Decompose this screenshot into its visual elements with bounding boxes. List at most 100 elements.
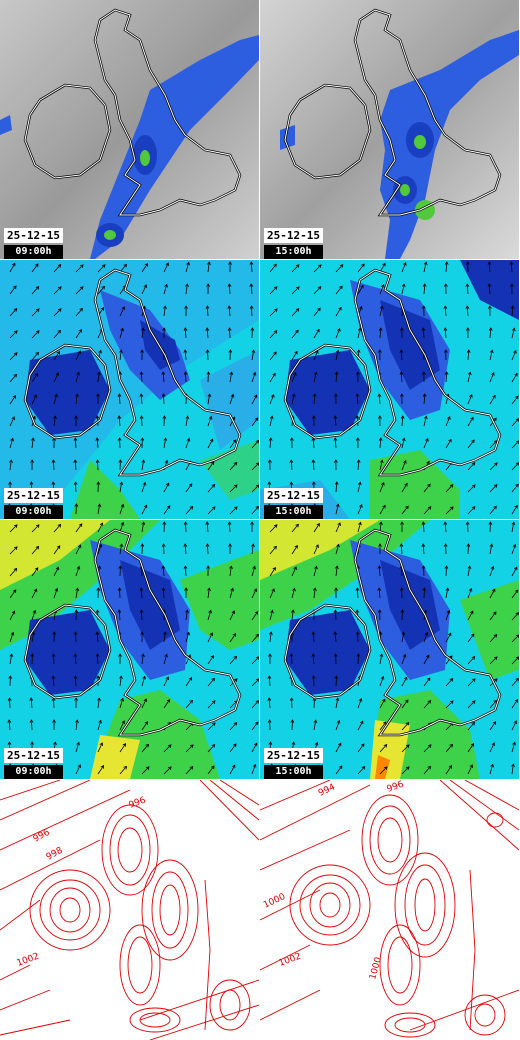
wind-arrow-head [289,481,294,485]
wind-arrow-head [359,503,363,508]
wind-arrow [75,764,81,775]
wind-arrow [250,283,253,295]
wind-arrow [511,544,516,555]
wind-panel-1500: 25-12-15 15:00h [260,260,519,519]
wind-arrow-head [232,633,237,637]
wind-arrow-head [270,609,274,614]
wind-arrow-head [119,543,124,548]
wind-arrow-head [311,481,316,485]
wind-arrow [423,438,429,449]
wind-arrow-head [493,505,497,510]
wind-arrow [163,699,170,709]
wind-arrow-head [515,589,519,593]
wind-arrow-head [491,742,495,747]
wind-arrow-head [255,656,259,660]
wind-arrow-head [511,521,516,526]
wind-arrow [312,459,315,471]
wind-arrow [379,522,382,533]
wind-arrow-head [162,327,166,331]
wind-arrow [75,675,77,687]
wind-arrow [9,568,17,577]
wind-arrow-head [422,283,427,287]
wind-arrow-head [487,261,492,265]
wind-arrow-head [448,632,452,637]
wind-arrow [335,371,338,383]
wind-arrow-head [73,481,78,485]
wind-arrow [423,700,431,709]
wind-arrow [445,678,453,687]
wind-arrow-head [355,371,360,375]
wind-arrow-head [12,395,16,399]
wind-arrow-head [450,700,454,704]
wind-arrow-head [383,721,387,725]
wind-arrow [185,262,190,273]
wind-arrow [207,349,209,361]
wind-arrow-head [471,721,476,726]
wind-arrow-head [450,506,454,510]
wind-arrow-head [403,261,407,266]
wind-arrow [379,482,385,493]
wind-arrow-head [334,587,338,591]
wind-arrow-head [30,459,34,463]
wind-arrow-head [337,327,341,332]
wind-arrow-head [333,653,338,657]
wind-arrow [229,700,238,709]
wind-arrow [401,483,408,493]
wind-arrow [268,675,271,687]
wind-arrow-head [96,675,100,679]
wind-arrow-head [405,699,409,703]
wind-arrow-head [421,371,426,375]
wind-arrow-head [255,700,259,704]
wind-arrow [445,261,448,273]
wind-arrow-head [403,459,407,464]
wind-arrow-head [121,720,125,725]
wind-arrow-head [100,765,105,769]
wind-arrow-head [355,631,360,635]
wind-arrow [401,744,410,753]
wind-arrow [489,350,493,361]
wind-arrow [312,631,315,643]
wind-arrow-head [338,306,342,311]
wind-arrow-head [492,721,497,725]
wind-arrow [141,263,148,273]
wind-arrow [229,610,235,621]
wind-arrow-head [96,393,100,397]
wind-arrow-head [423,415,428,420]
wind-arrow-head [186,437,191,442]
wind-arrow [97,698,100,709]
wind-arrow-head [52,719,56,723]
wind-arrow-head [489,543,494,548]
wind-arrow-head [444,371,449,375]
wind-arrow-head [167,744,172,748]
wind-arrow [489,544,493,555]
wind-arrow [53,351,60,361]
wind-arrow [357,522,361,533]
wind-arrow [379,654,383,665]
wind-arrow-head [312,393,317,397]
wind-arrow-head [338,742,342,747]
wind-arrow [75,481,77,493]
wind-arrow-head [295,329,299,334]
wind-arrow-head [141,653,145,657]
wind-arrow [251,544,254,555]
wind-arrow [268,697,271,709]
wind-arrow-head [449,655,453,659]
wind-arrow-head [355,415,360,419]
wind-arrow [53,588,58,599]
wind-arrow-head [35,545,40,550]
wind-arrow-head [161,587,166,591]
wind-arrow-head [355,587,360,591]
wind-arrow-head [423,609,428,614]
wind-arrow [379,744,387,753]
wind-arrow [141,609,143,621]
wind-arrow [401,654,406,665]
wind-arrow-head [57,308,62,312]
wind-arrow-head [78,329,82,333]
wind-arrow [185,521,187,533]
wind-arrow [31,263,39,273]
wind-arrow-head [492,588,496,593]
time-text: 15:00h [264,505,323,519]
wind-arrow-head [427,677,431,681]
wind-arrow [444,305,447,317]
wind-arrow-head [205,521,210,525]
